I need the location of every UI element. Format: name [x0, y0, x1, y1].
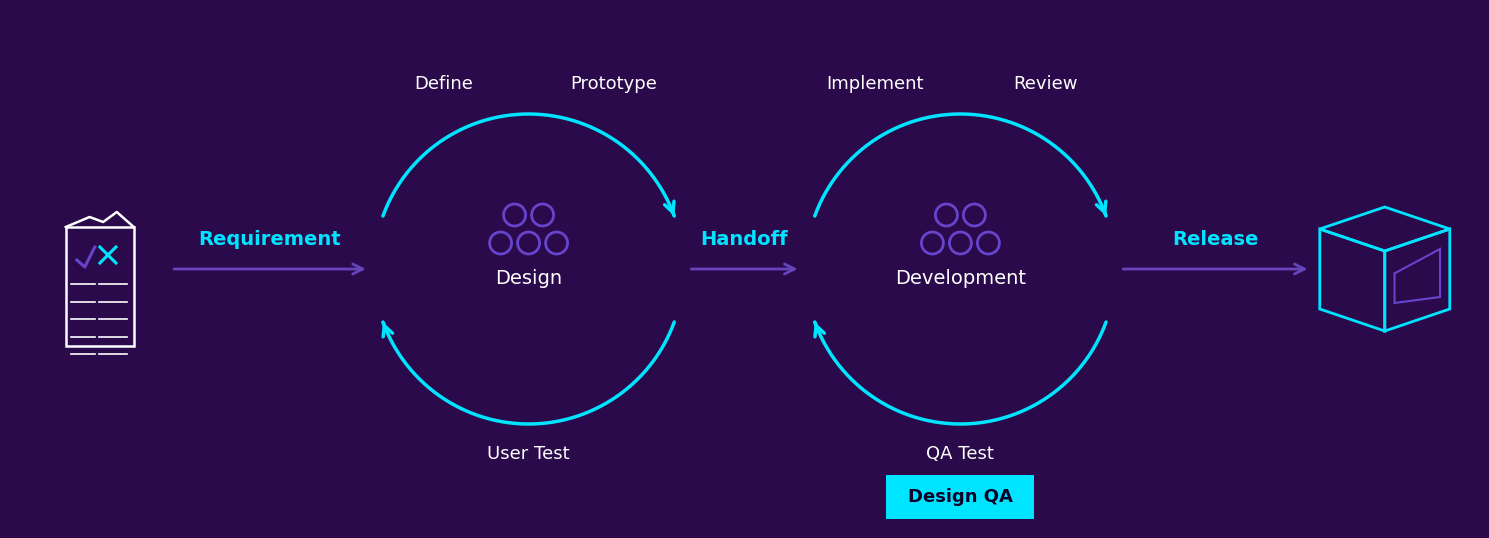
Text: Implement: Implement [826, 75, 923, 93]
Text: Design QA: Design QA [908, 488, 1013, 506]
Text: Development: Development [895, 270, 1026, 288]
Text: QA Test: QA Test [926, 445, 995, 463]
Text: Requirement: Requirement [198, 230, 341, 249]
Text: Define: Define [414, 75, 474, 93]
Text: Prototype: Prototype [570, 75, 657, 93]
Text: Design: Design [494, 270, 563, 288]
Text: Review: Review [1014, 75, 1078, 93]
Text: Release: Release [1172, 230, 1258, 249]
Text: Handoff: Handoff [701, 230, 788, 249]
FancyBboxPatch shape [886, 475, 1035, 519]
Text: User Test: User Test [487, 445, 570, 463]
